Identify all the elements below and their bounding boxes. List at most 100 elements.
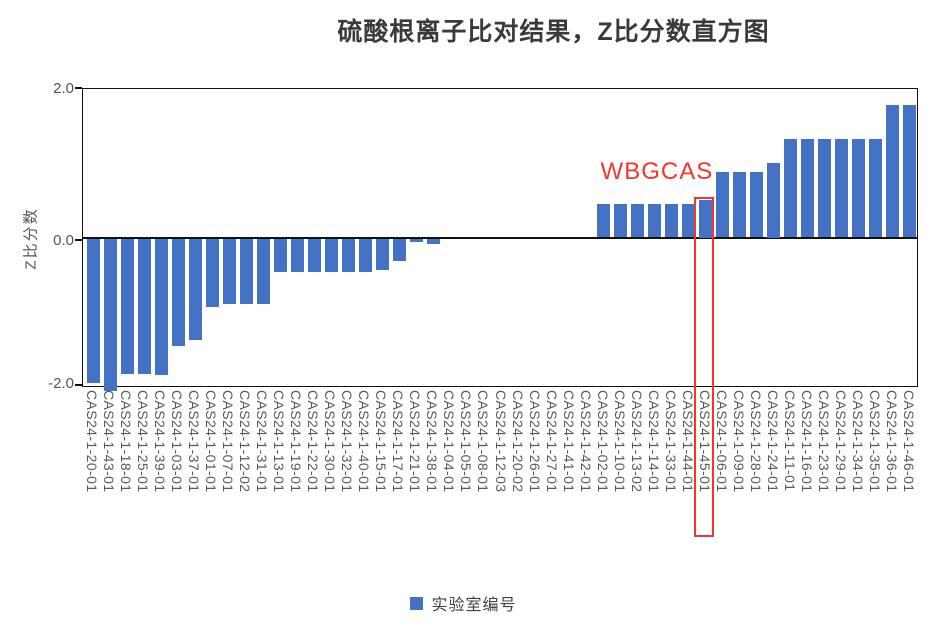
x-axis-label: CAS24-1-22-01 [305, 390, 322, 493]
y-tick-label-neg2: -2.0 [48, 375, 74, 392]
x-axis-label: CAS24-1-25-01 [135, 390, 152, 493]
x-axis-label: CAS24-1-27-01 [543, 390, 560, 493]
x-axis-label: CAS24-1-15-01 [373, 390, 390, 493]
bar [358, 238, 372, 272]
y-tick-mark-neg2 [75, 384, 82, 386]
x-axis-label: CAS24-1-28-01 [747, 390, 764, 493]
bar [767, 163, 781, 238]
bar [324, 238, 338, 272]
bar [682, 204, 696, 238]
x-axis-label: CAS24-1-04-01 [441, 390, 458, 493]
x-axis-label: CAS24-1-19-01 [288, 390, 305, 493]
x-axis-label: CAS24-1-16-01 [798, 390, 815, 493]
bar [239, 238, 253, 304]
x-axis-label: CAS24-1-38-01 [424, 390, 441, 493]
x-axis-label: CAS24-1-39-01 [152, 390, 169, 493]
x-axis-label: CAS24-1-08-01 [475, 390, 492, 493]
x-axis-label: CAS24-1-42-01 [577, 390, 594, 493]
bar [597, 204, 611, 238]
x-axis-label: CAS24-1-17-01 [390, 390, 407, 493]
bar [375, 238, 389, 271]
bar [750, 172, 764, 238]
x-axis-label: CAS24-1-20-01 [84, 390, 100, 493]
x-axis-label: CAS24-1-41-01 [560, 390, 577, 493]
x-axis-label: CAS24-1-03-01 [169, 390, 186, 493]
chart-title: 硫酸根离子比对结果，Z比分数直方图 [337, 18, 770, 46]
bar [614, 204, 628, 238]
x-axis-label: CAS24-1-13-01 [271, 390, 288, 493]
x-axis-label: CAS24-1-10-01 [611, 390, 628, 493]
bar [426, 238, 440, 245]
y-tick-label-0: 0.0 [53, 232, 74, 249]
x-axis-label: CAS24-1-14-01 [645, 390, 662, 493]
bar [205, 238, 219, 307]
y-tick-mark-2 [75, 87, 82, 89]
bar [665, 204, 679, 238]
bar [103, 238, 117, 391]
bar [392, 238, 406, 261]
bar [903, 105, 917, 238]
bar [188, 238, 202, 341]
x-axis-label: CAS24-1-11-01 [781, 390, 798, 492]
x-axis-label: CAS24-1-06-01 [713, 390, 730, 493]
bar [869, 138, 883, 238]
y-tick-label-2: 2.0 [53, 80, 74, 97]
x-axis-label: CAS24-1-05-01 [458, 390, 475, 493]
bar [307, 238, 321, 272]
x-axis-label: CAS24-1-29-01 [832, 390, 849, 493]
plot-area [82, 88, 918, 391]
x-axis-label: CAS24-1-18-01 [118, 390, 135, 493]
legend: 实验室编号 [0, 591, 927, 615]
x-axis-label: CAS24-1-33-01 [662, 390, 679, 493]
annotation-wbgcas: WBGCAS [600, 158, 714, 185]
x-axis-label: CAS24-1-32-01 [339, 390, 356, 493]
bar [784, 138, 798, 238]
x-axis-label: CAS24-1-31-01 [254, 390, 271, 493]
bar [273, 238, 287, 272]
bar [171, 238, 185, 347]
x-axis-label: CAS24-1-01-01 [203, 390, 220, 493]
x-axis-label: CAS24-1-09-01 [730, 390, 747, 493]
x-axis-label: CAS24-1-02-01 [594, 390, 611, 493]
bar [886, 105, 900, 238]
bar [341, 238, 355, 272]
bar [801, 138, 815, 238]
bar [222, 238, 236, 304]
x-axis-label: CAS24-1-43-01 [101, 390, 118, 493]
highlight-box [694, 197, 715, 537]
legend-swatch-icon [410, 596, 424, 610]
x-axis-label: CAS24-1-23-01 [815, 390, 832, 493]
bar [699, 200, 713, 238]
bar [852, 138, 866, 238]
x-axis-label: CAS24-1-12-03 [492, 390, 509, 493]
x-axis-label: CAS24-1-30-01 [322, 390, 339, 493]
x-axis-label: CAS24-1-24-01 [764, 390, 781, 493]
x-axis-label: CAS24-1-44-01 [679, 390, 696, 493]
x-axis-label: CAS24-1-12-02 [237, 390, 254, 493]
bar [137, 238, 151, 375]
bar [733, 172, 747, 238]
x-axis-label: CAS24-1-07-01 [220, 390, 237, 493]
bar [818, 138, 832, 238]
x-axis-label: CAS24-1-21-01 [407, 390, 424, 493]
bar [648, 204, 662, 238]
x-axis-label: CAS24-1-46-01 [900, 390, 917, 493]
bar [256, 238, 270, 304]
legend-label: 实验室编号 [431, 597, 517, 614]
x-axis-label: CAS24-1-35-01 [866, 390, 883, 493]
bar [154, 238, 168, 376]
bar [86, 238, 100, 384]
x-axis-label: CAS24-1-40-01 [356, 390, 373, 493]
x-axis-label: CAS24-1-20-02 [509, 390, 526, 493]
x-axis-label: CAS24-1-36-01 [883, 390, 900, 493]
y-tick-mark-0 [75, 239, 82, 241]
x-axis-label: CAS24-1-37-01 [186, 390, 203, 493]
bar [716, 172, 730, 238]
bar [835, 138, 849, 238]
bar [409, 238, 423, 243]
bars-container [83, 89, 917, 391]
bar [120, 238, 134, 375]
zero-axis-line [83, 236, 917, 239]
bar [631, 204, 645, 238]
